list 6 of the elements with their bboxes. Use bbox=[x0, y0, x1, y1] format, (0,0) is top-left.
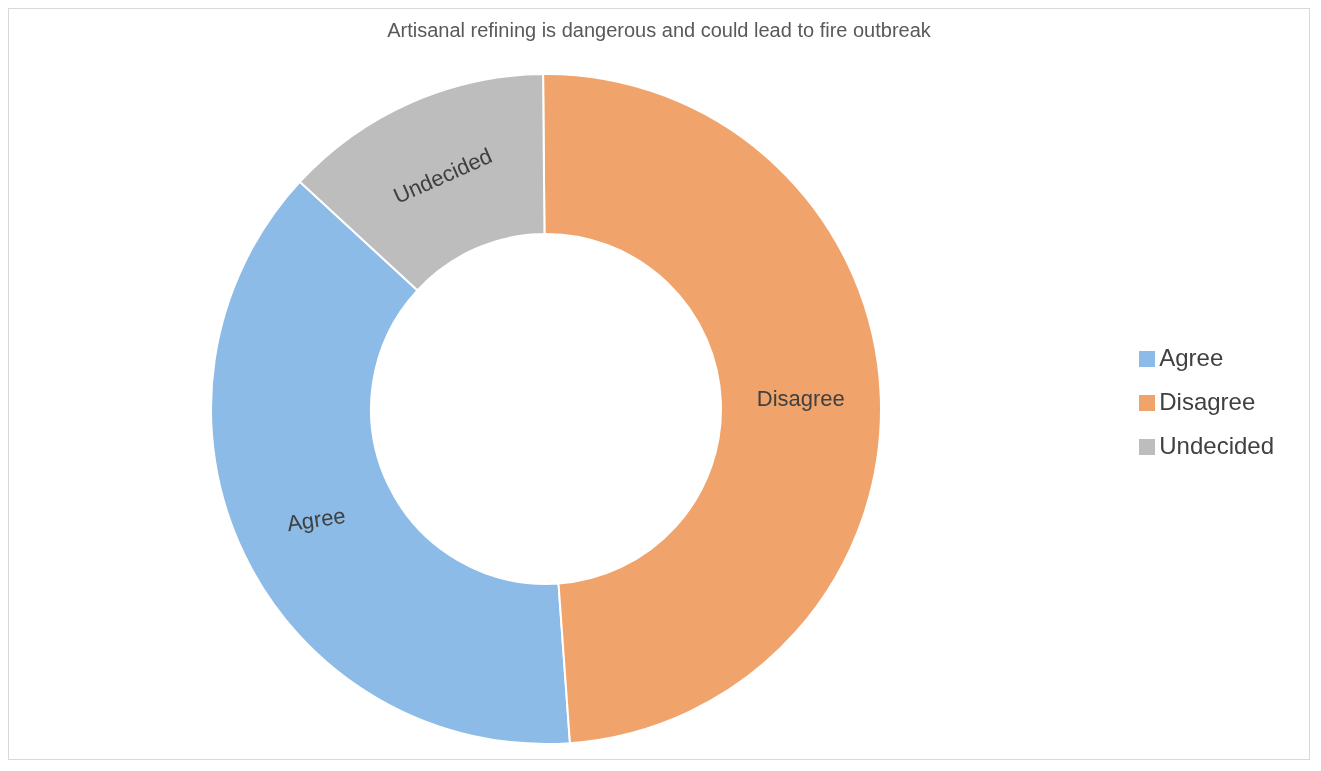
chart-title: Artisanal refining is dangerous and could lead to fire outbreak bbox=[386, 18, 932, 43]
legend-label: Undecided bbox=[1159, 431, 1274, 459]
legend-label: Agree bbox=[1159, 343, 1224, 371]
legend-label: Disagree bbox=[1159, 387, 1256, 415]
slice-label: Disagree bbox=[756, 386, 845, 412]
slice-label: Agree bbox=[285, 502, 348, 537]
